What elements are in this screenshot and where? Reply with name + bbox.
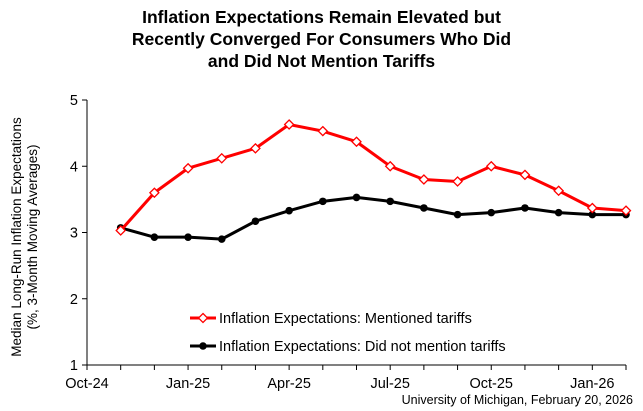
data-point-did-not-mention-tariffs xyxy=(251,217,260,226)
y-tick-label: 2 xyxy=(70,292,78,308)
data-point-mentioned-tariffs xyxy=(586,202,598,214)
y-tick-label: 5 xyxy=(70,93,78,109)
y-tick-label: 3 xyxy=(70,226,78,242)
data-point-did-not-mention-tariffs xyxy=(588,210,597,219)
data-point-did-not-mention-tariffs xyxy=(554,208,563,217)
legend-marker xyxy=(199,342,207,350)
data-point-did-not-mention-tariffs xyxy=(453,210,462,219)
data-point-mentioned-tariffs xyxy=(148,187,160,199)
data-point-did-not-mention-tariffs xyxy=(521,204,529,212)
data-point-mentioned-tariffs xyxy=(216,152,228,164)
data-point-mentioned-tariffs xyxy=(384,160,396,172)
legend-label: Inflation Expectations: Did not mention … xyxy=(219,339,506,355)
data-point-did-not-mention-tariffs xyxy=(487,208,496,217)
chart-title: Inflation Expectations Remain Elevated b… xyxy=(0,6,643,72)
x-tick-label: Oct-24 xyxy=(65,376,109,392)
data-point-did-not-mention-tariffs xyxy=(420,204,428,212)
series-line-mentioned-tariffs xyxy=(119,123,627,232)
data-point-did-not-mention-tariffs xyxy=(285,206,293,215)
series-line-did-not-mention-tariffs xyxy=(120,195,626,241)
y-tick-label: 1 xyxy=(70,358,78,374)
data-point-mentioned-tariffs xyxy=(418,174,430,185)
data-point-mentioned-tariffs xyxy=(351,136,362,148)
legend-label: Inflation Expectations: Mentioned tariff… xyxy=(219,311,472,327)
x-tick-label: Apr-25 xyxy=(267,376,311,392)
y-tick-label: 4 xyxy=(70,159,78,175)
chart-title-line-2: Recently Converged For Consumers Who Did xyxy=(131,29,512,49)
x-tick-label: Jul-25 xyxy=(370,376,410,392)
data-point-mentioned-tariffs xyxy=(115,225,127,236)
chart-title-line-1: Inflation Expectations Remain Elevated b… xyxy=(142,7,501,27)
data-point-mentioned-tariffs xyxy=(250,142,261,154)
data-point-mentioned-tariffs xyxy=(317,125,329,137)
data-point-mentioned-tariffs xyxy=(553,185,565,197)
data-point-mentioned-tariffs xyxy=(485,160,497,172)
source-note: University of Michigan, February 20, 202… xyxy=(401,393,633,407)
x-tick-label: Oct-25 xyxy=(469,376,513,392)
data-point-did-not-mention-tariffs xyxy=(150,233,159,241)
legend-marker xyxy=(197,312,209,324)
data-point-mentioned-tariffs xyxy=(283,119,295,130)
data-point-mentioned-tariffs xyxy=(620,205,632,217)
data-point-did-not-mention-tariffs xyxy=(386,197,394,206)
data-point-did-not-mention-tariffs xyxy=(319,197,327,206)
data-point-did-not-mention-tariffs xyxy=(352,193,361,202)
x-tick-label: Jan-25 xyxy=(166,376,210,392)
x-tick-label: Jan-26 xyxy=(570,376,614,392)
data-point-mentioned-tariffs xyxy=(452,176,463,187)
data-point-did-not-mention-tariffs xyxy=(217,235,226,243)
data-point-mentioned-tariffs xyxy=(182,162,194,174)
data-point-did-not-mention-tariffs xyxy=(184,233,192,241)
chart-title-line-3: and Did Not Mention Tariffs xyxy=(207,51,436,71)
data-point-mentioned-tariffs xyxy=(519,169,531,181)
